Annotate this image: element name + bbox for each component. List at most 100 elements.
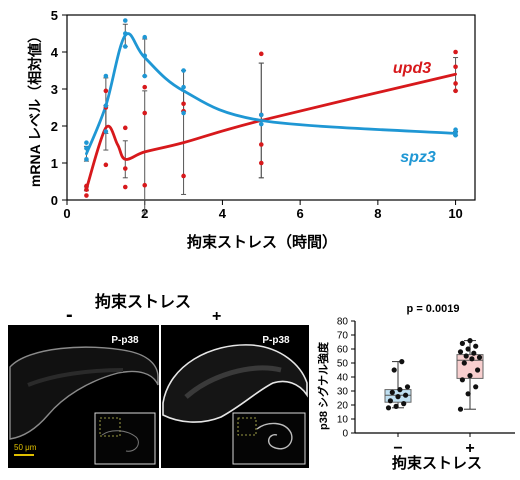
upd3-replicate-point — [103, 162, 109, 168]
spz3-replicate-point — [181, 110, 186, 116]
box-y-tick-label: 70 — [337, 331, 349, 342]
upd3-replicate-point — [453, 81, 458, 86]
spz3-line — [85, 32, 457, 156]
box-chart-axes: 0 10 20 30 40 50 60 70 80 − + — [337, 317, 515, 457]
upd3-replicate-point — [84, 193, 89, 198]
line-chart-series-labels: upd3 spz3 — [393, 60, 436, 166]
upd3-replicate-point — [142, 110, 148, 116]
stain-label-control: P-p38 — [111, 335, 139, 346]
box-data-point — [404, 384, 411, 390]
box-data-point — [467, 338, 473, 344]
spz3-replicate-point — [181, 68, 186, 73]
box-data-point — [459, 377, 465, 383]
box-chart-points — [385, 338, 483, 412]
y-tick-label: 3 — [51, 82, 58, 97]
box-x-tick-label: + — [465, 440, 474, 457]
box-chart-p-value: p = 0.0019 — [407, 303, 460, 315]
upd3-replicate-point — [122, 125, 128, 131]
upd3-replicate-point — [142, 84, 148, 90]
image-panel: 拘束ストレス - + P-p38 50 μm P-p38 — [0, 282, 310, 480]
stain-label-stress: P-p38 — [262, 335, 290, 346]
spz3-replicate-point — [103, 103, 109, 108]
upd3-replicate-point — [181, 173, 186, 179]
condition-label-minus: - — [66, 304, 73, 326]
series-label-spz3: spz3 — [400, 149, 436, 166]
box-data-point — [403, 392, 409, 398]
box-data-point — [473, 343, 479, 349]
upd3-replicate-point — [258, 142, 264, 147]
series-label-upd3: upd3 — [393, 60, 431, 77]
box-data-point — [399, 359, 405, 365]
box-y-tick-label: 10 — [337, 415, 349, 426]
box-data-point — [401, 401, 407, 407]
box-data-point — [473, 384, 479, 390]
upd3-replicate-point — [103, 88, 109, 94]
x-tick-label: 6 — [297, 206, 304, 221]
spz3-replicate-point — [122, 31, 128, 36]
upd3-replicate-point — [122, 166, 128, 171]
spz3-replicate-point — [142, 34, 148, 40]
spz3-replicate-point — [84, 157, 89, 162]
micrograph-stress: P-p38 — [161, 325, 309, 468]
upd3-replicate-point — [142, 182, 148, 188]
line-chart-ticks: 0 2 4 6 8 10 0 1 2 3 4 5 — [51, 8, 463, 221]
line-chart: 0 2 4 6 8 10 0 1 2 3 4 5 upd3 spz3 mRNA レベル（相対値） 拘束ス… — [27, 8, 476, 251]
upd3-replicate-point — [122, 184, 128, 190]
spz3-replicate-point — [103, 73, 109, 79]
spz3-replicate-point — [142, 73, 148, 79]
line-chart-frame — [66, 14, 476, 201]
y-tick-label: 1 — [51, 156, 58, 171]
image-panel-title: 拘束ストレス — [95, 294, 192, 311]
y-tick-label: 5 — [51, 8, 58, 23]
box-data-point — [457, 349, 464, 355]
upd3-replicate-point — [84, 187, 89, 192]
upd3-line — [85, 72, 457, 191]
box-y-tick-label: 20 — [337, 401, 349, 412]
box-data-point — [471, 350, 477, 356]
box-data-point — [389, 389, 395, 395]
box-data-point — [459, 340, 465, 346]
spz3-replicate-point — [84, 140, 89, 145]
x-tick-label: 8 — [374, 206, 381, 221]
line-chart-series — [85, 32, 457, 191]
box-data-point — [465, 346, 471, 352]
box-data-point — [395, 394, 401, 400]
box-y-tick-label: 80 — [337, 317, 349, 328]
upd3-replicate-point — [453, 49, 458, 55]
line-chart-x-axis-label: 拘束ストレス（時間） — [187, 233, 337, 251]
x-tick-label: 2 — [141, 206, 148, 221]
box-chart-x-axis-label: 拘束ストレス — [392, 454, 482, 472]
box-chart: 0 10 20 30 40 50 60 70 80 − + p = 0.0019 p38 シグナル強… — [316, 303, 515, 472]
box-data-point — [391, 367, 397, 373]
line-chart-replicate-points — [84, 18, 458, 198]
scale-bar-label: 50 μm — [14, 443, 37, 452]
box-data-point — [476, 354, 483, 360]
box-chart-y-axis-label: p38 シグナル強度 — [316, 341, 330, 430]
y-tick-label: 4 — [51, 45, 59, 60]
x-tick-label: 0 — [63, 206, 70, 221]
box-y-tick-label: 50 — [337, 359, 349, 370]
box-data-point — [463, 353, 469, 359]
x-tick-label: 10 — [448, 206, 462, 221]
box-y-tick-label: 0 — [342, 429, 348, 440]
box-y-tick-label: 40 — [337, 373, 349, 384]
box-data-point — [393, 403, 399, 409]
box-y-tick-label: 30 — [337, 387, 349, 398]
y-tick-label: 0 — [51, 193, 58, 208]
box-data-point — [397, 387, 403, 393]
box-data-point — [467, 373, 473, 379]
condition-label-plus: + — [212, 308, 222, 325]
upd3-replicate-point — [84, 183, 89, 189]
box-data-point — [475, 367, 481, 373]
upd3-replicate-point — [453, 88, 458, 94]
box-data-point — [469, 356, 475, 362]
larva-outline-stress — [162, 344, 308, 423]
box-data-point — [385, 405, 392, 411]
box-data-point — [387, 398, 393, 404]
box-data-point — [461, 360, 467, 366]
line-chart-y-axis-label: mRNA レベル（相対値） — [27, 29, 43, 187]
x-tick-label: 4 — [219, 206, 227, 221]
spz3-replicate-point — [142, 53, 148, 58]
upd3-replicate-point — [258, 160, 264, 166]
box-x-tick-label: − — [393, 440, 402, 457]
